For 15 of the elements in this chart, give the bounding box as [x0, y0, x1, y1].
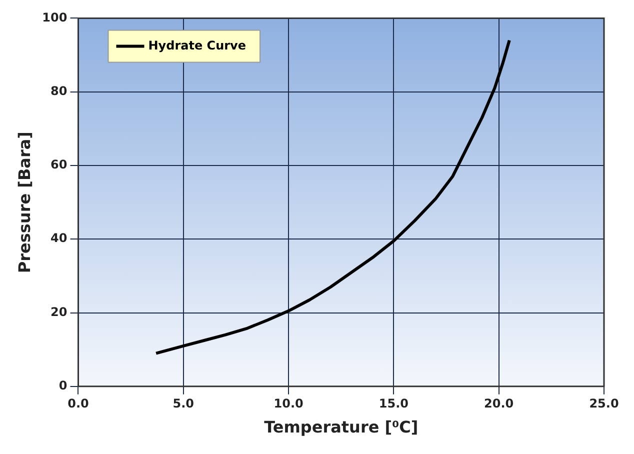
- y-tick-label: 20: [50, 304, 68, 319]
- x-tick-label: 25.0: [589, 396, 619, 411]
- y-tick-label: 100: [42, 10, 68, 24]
- x-tick-label: 5.0: [172, 396, 194, 411]
- y-tick-label: 60: [50, 158, 68, 172]
- x-tick-label: 20.0: [484, 396, 514, 411]
- y-tick-label: 0: [58, 378, 68, 393]
- y-tick-label: 80: [50, 84, 68, 98]
- x-tick-label: 15.0: [378, 396, 409, 411]
- legend-label: Hydrate Curve: [148, 38, 246, 52]
- y-tick-label: 40: [50, 231, 68, 246]
- x-tick-label: 0.0: [68, 396, 89, 411]
- y-axis-title: Pressure [Bara]: [14, 132, 34, 274]
- x-axis-title: Temperature [⁰C]: [264, 418, 418, 437]
- x-tick-label: 10.0: [274, 396, 304, 411]
